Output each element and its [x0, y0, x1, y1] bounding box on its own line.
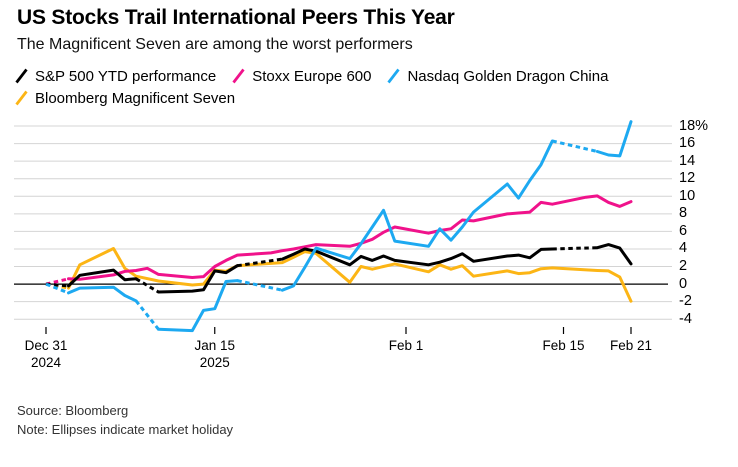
series-line-hxc — [67, 285, 138, 303]
series-line-spx — [280, 247, 554, 267]
y-axis-label-10: 10 — [679, 187, 696, 204]
source-note: Source: Bloomberg — [17, 403, 129, 418]
series-line-spx — [67, 268, 138, 288]
y-axis-label-8: 8 — [679, 205, 688, 222]
series-line-hxc-holiday-dash — [236, 279, 283, 292]
chart-legend-row-1: S&P 500 YTD performance Stoxx Europe 600 N… — [15, 67, 608, 85]
series-line-spx — [595, 243, 633, 266]
series-line-spx — [157, 264, 239, 294]
legend-label-spx: S&P 500 YTD performance — [35, 67, 217, 85]
legend-slash-icon-spx — [15, 68, 28, 84]
series-line-hxc — [280, 139, 554, 292]
x-axis-sublabel-year: 2025 — [199, 355, 230, 370]
x-axis-label-feb-21: Feb 21 — [609, 338, 653, 353]
series-line-hxc — [595, 120, 633, 158]
series-line-hxc-holiday-dash — [45, 282, 70, 295]
legend-label-hxc: Nasdaq Golden Dragon China — [407, 67, 609, 85]
series-line-spx-holiday-dash — [135, 277, 160, 294]
series-line-mag7 — [67, 247, 633, 303]
y-axis-label-14: 14 — [679, 152, 696, 169]
legend-item-mag7: Bloomberg Magnificent Seven — [15, 90, 235, 107]
y-axis-label-2: 2 — [679, 258, 688, 275]
y-axis-label-18: 18% — [679, 117, 709, 134]
y-axis-label-6: 6 — [679, 222, 688, 239]
legend-slash-icon-hxc — [387, 68, 401, 84]
legend-item-hxc: Nasdaq Golden Dragon China — [387, 68, 608, 85]
chart-subtitle: The Magnificent Seven are among the wors… — [17, 36, 413, 53]
holiday-note: Note: Ellipses indicate market holiday — [17, 422, 234, 437]
x-axis-label-jan-15: Jan 15 2025 — [173, 337, 257, 371]
y-axis-label--2: -2 — [679, 293, 692, 310]
y-axis-label--4: -4 — [679, 310, 692, 327]
y-axis-label-0: 0 — [679, 275, 688, 292]
legend-item-stoxx: Stoxx Europe 600 — [232, 68, 371, 85]
x-axis-label-feb-1: Feb 1 — [388, 338, 424, 353]
series-line-hxc-holiday-dash — [134, 299, 160, 331]
chart-legend-row-2: Bloomberg Magnificent Seven — [15, 89, 235, 107]
legend-item-spx: S&P 500 YTD performance — [15, 68, 216, 85]
series-line-hxc-holiday-dash — [551, 139, 598, 153]
y-axis-label-4: 4 — [679, 240, 688, 257]
legend-slash-icon-mag7 — [15, 90, 28, 106]
legend-label-mag7: Bloomberg Magnificent Seven — [35, 89, 236, 107]
y-axis-label-12: 12 — [679, 170, 696, 187]
legend-slash-icon-stoxx — [232, 68, 245, 84]
series-line-hxc — [157, 279, 239, 333]
x-axis-label-feb-15: Feb 15 — [542, 338, 585, 353]
x-axis-label-dec-31: Dec 31 2024 — [4, 337, 88, 371]
x-axis-sublabel-year: 2024 — [30, 355, 62, 370]
legend-label-stoxx: Stoxx Europe 600 — [252, 67, 372, 85]
y-axis-label-16: 16 — [679, 135, 696, 152]
chart-title: US Stocks Trail International Peers This… — [17, 6, 455, 29]
